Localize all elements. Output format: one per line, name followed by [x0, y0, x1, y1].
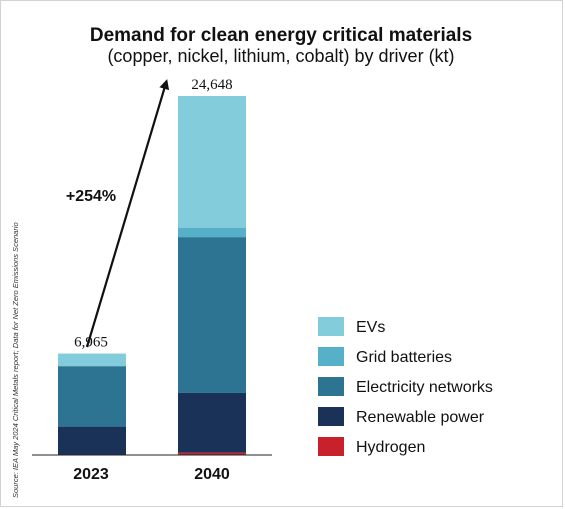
source-note: Source: IEA May 2024 Critical Metals rep… — [11, 222, 20, 498]
legend-swatch-electricity-networks — [318, 377, 344, 396]
total-label-2023: 6,965 — [74, 335, 108, 351]
x-tick-2023: 2023 — [73, 466, 109, 483]
legend-swatch-hydrogen — [318, 437, 344, 456]
bar-2040-renewable-power — [178, 392, 246, 453]
bar-2040-evs — [178, 96, 246, 228]
x-tick-labels: 2023 2040 — [73, 466, 230, 483]
growth-annotation: +254% — [66, 188, 116, 205]
legend: EVs Grid batteries Electricity networks Ren… — [318, 317, 493, 456]
legend-label-grid-batteries: Grid batteries — [356, 349, 452, 366]
chart-subtitle: (copper, nickel, lithium, cobalt) by dri… — [107, 46, 454, 66]
bar-2023-electricity-networks — [58, 366, 126, 427]
legend-swatch-evs — [318, 317, 344, 336]
total-label-2040: 24,648 — [191, 77, 232, 93]
x-tick-2040: 2040 — [194, 466, 230, 483]
legend-swatch-grid-batteries — [318, 347, 344, 366]
bars-group — [58, 96, 246, 455]
bar-2040-grid-batteries — [178, 227, 246, 238]
bar-2040-electricity-networks — [178, 237, 246, 393]
legend-label-evs: EVs — [356, 319, 385, 336]
bar-2023-evs — [58, 353, 126, 367]
legend-label-hydrogen: Hydrogen — [356, 439, 425, 456]
legend-label-electricity-networks: Electricity networks — [356, 379, 493, 396]
bar-2023-renewable-power — [58, 426, 126, 455]
legend-label-renewable-power: Renewable power — [356, 409, 485, 426]
legend-swatch-renewable-power — [318, 407, 344, 426]
bar-2040-hydrogen — [178, 452, 246, 455]
chart-title: Demand for clean energy critical materia… — [90, 25, 472, 46]
total-labels: 6,965 24,648 — [74, 77, 233, 351]
growth-arrow — [85, 79, 170, 348]
